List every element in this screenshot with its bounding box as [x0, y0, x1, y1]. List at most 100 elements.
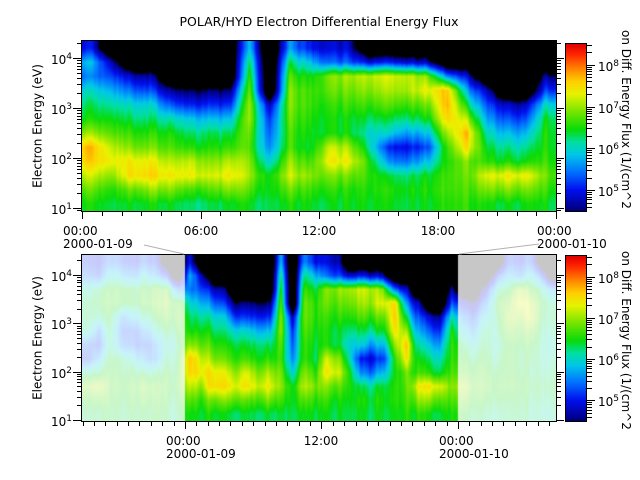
- colorbar-minor-tick: [587, 363, 592, 364]
- colorbar-minor-tick: [587, 404, 592, 405]
- x-minor-tick: [339, 212, 340, 216]
- colorbar-minor-tick: [587, 158, 592, 159]
- colorbar-minor-tick: [587, 289, 592, 290]
- y-minor-tick-right: [557, 294, 561, 295]
- y-tick-label: 101: [50, 414, 72, 429]
- y-major-tick: [73, 372, 81, 373]
- colorbar-minor-tick: [587, 293, 592, 294]
- x-minor-tick: [359, 212, 360, 216]
- x-minor-tick: [299, 422, 300, 426]
- y-minor-tick: [77, 334, 81, 335]
- x-tick-label-group: 00:00 2000-01-10: [439, 435, 509, 461]
- y-minor-tick-right: [557, 349, 561, 350]
- y-minor-tick: [77, 84, 81, 85]
- y-minor-tick: [77, 374, 81, 375]
- colorbar-minor-tick: [587, 87, 592, 88]
- x-minor-tick: [515, 422, 516, 426]
- y-minor-tick-right: [557, 357, 561, 358]
- x-tick-date-label: 2000-01-09: [166, 447, 236, 461]
- colorbar-minor-tick: [587, 388, 592, 389]
- x-minor-tick: [517, 212, 518, 216]
- y-minor-tick: [77, 163, 81, 164]
- y-minor-tick: [77, 376, 81, 377]
- y-minor-tick-right: [557, 277, 561, 278]
- y-major-tick: [73, 275, 81, 276]
- y-minor-tick: [77, 184, 81, 185]
- y-minor-tick-right: [557, 116, 561, 117]
- context-spectrogram-canvas: [82, 255, 556, 421]
- y-minor-tick: [77, 169, 81, 170]
- y-minor-tick: [77, 386, 81, 387]
- y-minor-tick-right: [557, 93, 561, 94]
- colorbar-minor-tick: [587, 402, 592, 403]
- y-minor-tick-right: [557, 178, 561, 179]
- colorbar-minor-tick: [587, 322, 592, 323]
- exponent: 6: [613, 353, 620, 363]
- colorbar-minor-tick: [587, 417, 592, 418]
- y-minor-tick-right: [557, 60, 561, 61]
- colorbar-minor-tick: [587, 361, 592, 362]
- y-minor-tick-right: [557, 210, 561, 211]
- y-minor-tick-right: [557, 376, 561, 377]
- x-minor-tick: [128, 422, 129, 426]
- y-major-tick-right: [557, 158, 564, 159]
- x-minor-tick: [151, 422, 152, 426]
- zoom-connector-line-right: [458, 243, 540, 255]
- x-minor-tick: [378, 212, 379, 216]
- x-tick-time-label: 12:00: [301, 224, 337, 238]
- y-minor-tick: [77, 143, 81, 144]
- colorbar-minor-tick: [587, 366, 592, 367]
- colorbar-minor-tick: [587, 52, 592, 53]
- x-minor-tick: [492, 422, 493, 426]
- colorbar-minor-tick: [587, 257, 592, 258]
- y-minor-tick-right: [557, 260, 561, 261]
- x-minor-tick: [105, 422, 106, 426]
- y-minor-tick-right: [557, 163, 561, 164]
- x-minor-tick: [117, 422, 118, 426]
- y-minor-tick: [77, 338, 81, 339]
- y-tick-label: 103: [50, 102, 72, 117]
- colorbar-minor-tick: [587, 298, 592, 299]
- y-minor-tick: [77, 331, 81, 332]
- x-major-tick: [458, 422, 459, 429]
- detail-panel-plot-area: [81, 40, 557, 212]
- colorbar-minor-tick: [587, 324, 592, 325]
- y-minor-tick-right: [557, 66, 561, 67]
- colorbar-tick-label: 105: [598, 184, 620, 199]
- y-minor-tick: [77, 210, 81, 211]
- x-major-tick: [556, 212, 557, 219]
- x-minor-tick: [367, 422, 368, 426]
- x-minor-tick: [356, 422, 357, 426]
- x-minor-tick: [469, 422, 470, 426]
- colorbar-minor-tick: [587, 339, 592, 340]
- y-major-tick: [73, 58, 81, 59]
- y-major-tick-right: [557, 108, 564, 109]
- x-minor-tick: [536, 212, 537, 216]
- y-tick-label: 101: [50, 202, 72, 217]
- y-minor-tick: [77, 69, 81, 70]
- x-minor-tick: [503, 422, 504, 426]
- y-minor-tick-right: [557, 331, 561, 332]
- colorbar-minor-tick: [587, 113, 592, 114]
- colorbar-minor-tick: [587, 410, 592, 411]
- x-minor-tick: [497, 212, 498, 216]
- y-minor-tick-right: [557, 326, 561, 327]
- exponent: 8: [613, 271, 620, 281]
- y-minor-tick: [77, 123, 81, 124]
- colorbar-major-tick: [587, 277, 595, 278]
- colorbar-minor-tick: [587, 264, 592, 265]
- x-minor-tick: [299, 212, 300, 216]
- x-minor-tick: [220, 212, 221, 216]
- y-minor-tick: [77, 379, 81, 380]
- y-minor-tick: [77, 277, 81, 278]
- x-minor-tick: [162, 422, 163, 426]
- y-minor-tick: [77, 290, 81, 291]
- x-minor-tick: [230, 422, 231, 426]
- detail-colorbar-gradient: [566, 44, 586, 211]
- colorbar-minor-tick: [587, 347, 592, 348]
- x-minor-tick: [418, 212, 419, 216]
- y-minor-tick-right: [557, 160, 561, 161]
- colorbar-minor-tick: [587, 368, 592, 369]
- y-minor-tick-right: [557, 386, 561, 387]
- colorbar-minor-tick: [587, 178, 592, 179]
